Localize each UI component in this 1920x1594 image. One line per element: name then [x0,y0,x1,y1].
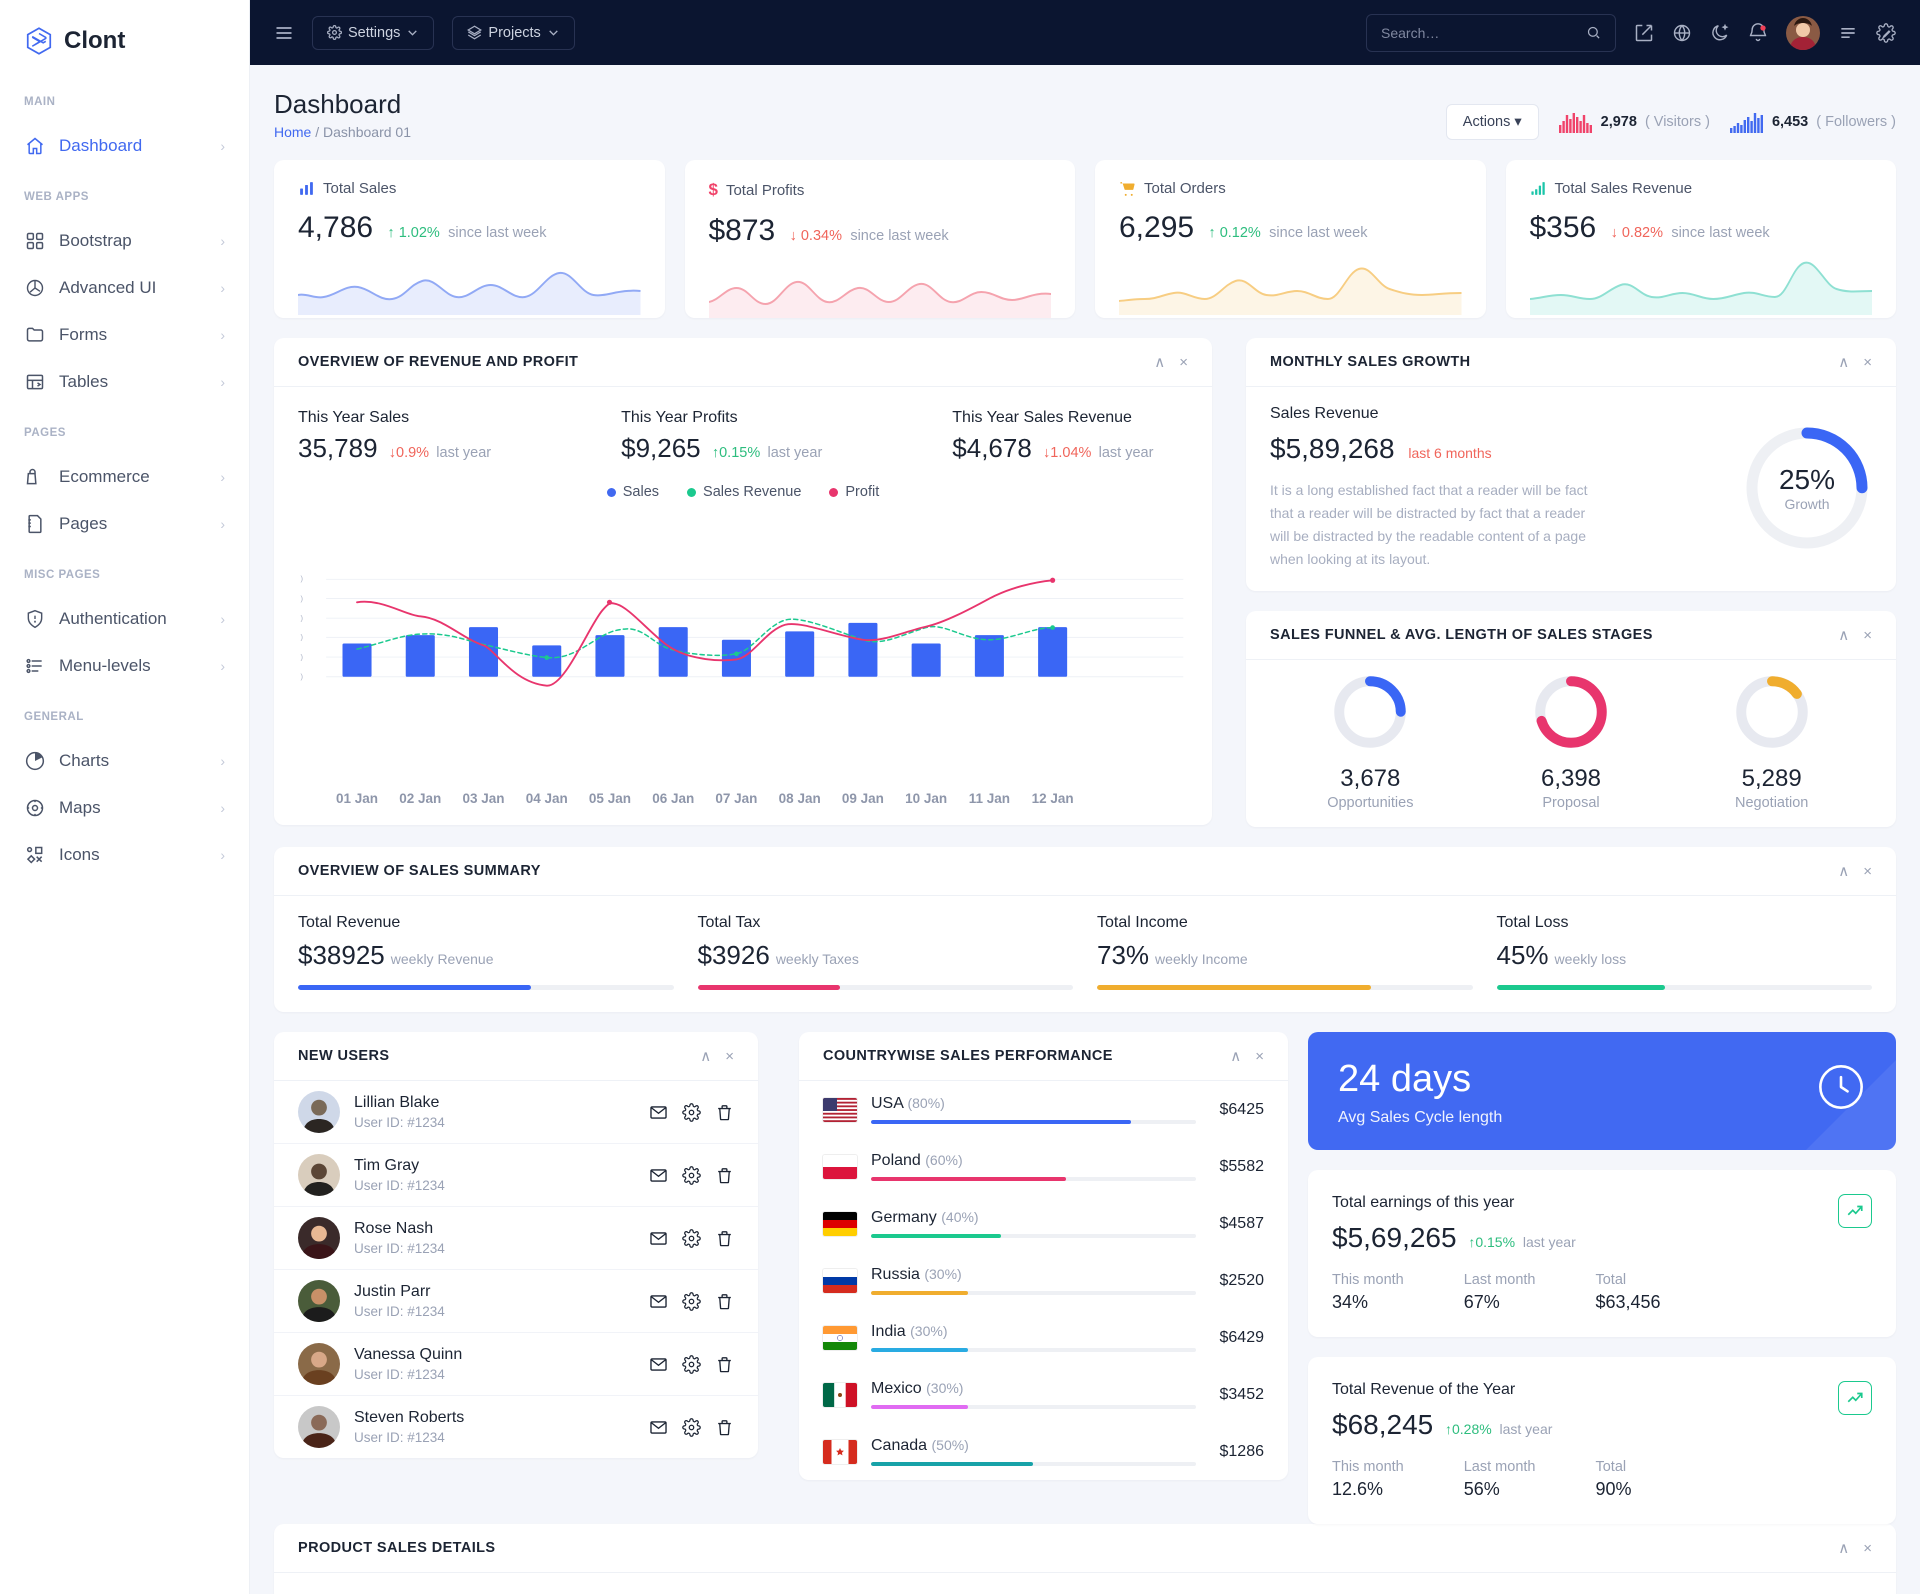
svg-text:): ) [300,574,303,583]
svg-text:): ) [300,672,303,681]
svg-text:): ) [300,652,303,661]
svg-text:): ) [300,614,303,623]
svg-text:): ) [300,594,303,603]
svg-text:): ) [300,633,303,642]
